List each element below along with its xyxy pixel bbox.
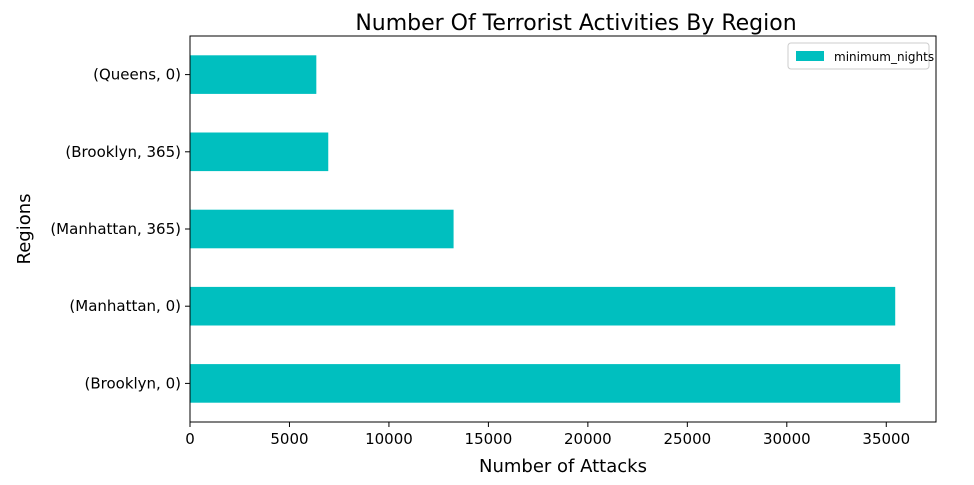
x-tick-label: 25000 [663, 430, 711, 448]
x-axis-label: Number of Attacks [479, 456, 647, 477]
bar-2 [190, 209, 454, 249]
x-tick-label: 10000 [365, 430, 413, 448]
y-ticks-group: (Brooklyn, 0) (Manhattan, 0) (Manhattan, 3… [50, 66, 190, 392]
legend-swatch [796, 51, 824, 61]
y-tick-label: (Manhattan, 0) [69, 297, 181, 315]
y-tick-label: (Queens, 0) [93, 66, 181, 84]
y-tick-label: (Manhattan, 365) [50, 220, 181, 238]
x-tick-label: 15000 [465, 430, 513, 448]
x-tick-label: 35000 [862, 430, 910, 448]
legend: minimum_nights [787, 42, 934, 70]
bar-0 [190, 364, 901, 403]
y-axis-label: Regions [14, 194, 35, 265]
bars-group [190, 55, 901, 403]
y-tick-label: (Brooklyn, 0) [84, 374, 181, 392]
x-ticks-group: 0 5000 10000 15000 20000 25000 30000 35000 [185, 422, 910, 448]
bar-1 [190, 286, 896, 326]
legend-label: minimum_nights [834, 50, 934, 64]
x-tick-label: 0 [185, 430, 195, 448]
legend-frame [787, 42, 930, 70]
x-tick-label: 30000 [763, 430, 811, 448]
bar-4 [190, 55, 317, 94]
chart-title: Number Of Terrorist Activities By Region [355, 11, 796, 36]
x-tick-label: 20000 [564, 430, 612, 448]
bar-3 [190, 132, 329, 172]
y-tick-label: (Brooklyn, 365) [65, 143, 181, 161]
x-tick-label: 5000 [270, 430, 308, 448]
